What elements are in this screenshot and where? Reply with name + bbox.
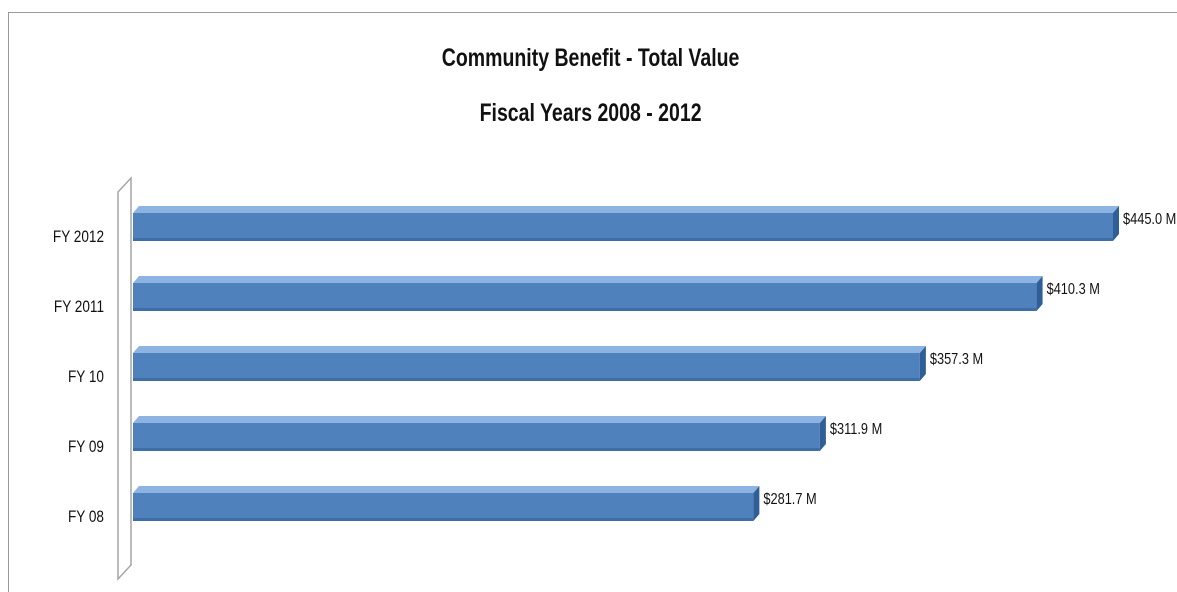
chart-subtitle: Fiscal Years 2008 - 2012 [479,99,702,127]
chart-title: Community Benefit - Total Value [441,44,740,72]
bar-end-face [1036,276,1043,311]
bar-group [133,486,760,521]
bar-end-face [1113,206,1119,241]
y-tick-label: FY 08 [68,508,104,527]
bar-group [133,206,1119,241]
bar [133,493,754,521]
bar-end-face [753,486,760,521]
bar-bottom-shade [133,378,920,381]
bar-end-face [919,346,926,381]
bar-bottom-shade [133,238,1113,241]
bar [133,213,1113,241]
chart-frame [8,12,1177,592]
y-tick-label: FY 09 [68,438,104,457]
bar [133,353,920,381]
data-label: $311.9 M [830,421,882,439]
bar-bottom-shade [133,308,1037,311]
data-label: $357.3 M [930,351,983,369]
bar-bottom-shade [133,448,820,451]
bar-bottom-shade [133,518,754,521]
bar-top-face [133,206,1119,213]
y-axis-wall [117,176,132,581]
y-tick-label: FY 2012 [53,228,104,247]
labels-layer: FY 2012 $445.0 M FY 2011 $410.3 M FY 10 $357.… [53,211,1176,527]
bars-layer [133,206,1119,521]
data-label: $281.7 M [763,491,816,509]
axis-layer [117,176,132,581]
bar-top-face [133,486,760,493]
y-tick-label: FY 2011 [54,298,104,317]
bar [133,423,820,451]
bar-group [133,276,1043,311]
data-label: $445.0 M [1123,211,1176,229]
data-label: $410.3 M [1047,281,1100,299]
bar-end-face [819,416,826,451]
bar-group [133,416,826,451]
bar-top-face [133,416,826,423]
bar [133,283,1037,311]
y-tick-label: FY 10 [68,368,104,387]
bar-top-face [133,346,926,353]
bar-top-face [133,276,1043,283]
bar-group [133,346,926,381]
